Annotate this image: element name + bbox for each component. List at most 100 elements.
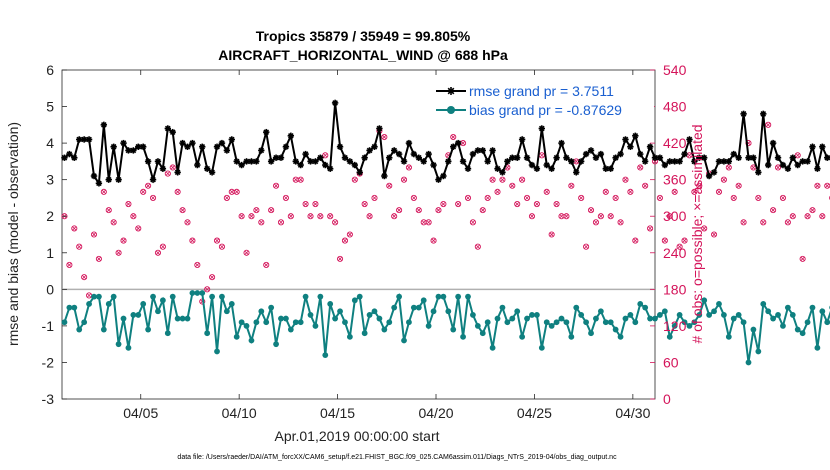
obs-possible-point bbox=[484, 194, 491, 201]
obs-assimilated-point bbox=[273, 183, 279, 188]
rmse-point-stroke bbox=[411, 151, 417, 157]
rmse-point-stroke bbox=[194, 162, 201, 168]
obs-assimilated-stroke bbox=[121, 238, 126, 243]
bias-point bbox=[470, 312, 476, 318]
obs-assimilated-point bbox=[549, 232, 554, 237]
obs-assimilated-stroke bbox=[288, 214, 293, 219]
obs-assimilated-point bbox=[480, 208, 485, 213]
obs-assimilated-point bbox=[155, 250, 161, 255]
obs-assimilated-stroke bbox=[234, 189, 239, 194]
rmse-point bbox=[819, 143, 826, 150]
rmse-point-stroke bbox=[794, 162, 801, 168]
obs-possible-point bbox=[307, 213, 314, 220]
rmse-point-stroke bbox=[711, 169, 717, 176]
bias-point bbox=[199, 290, 206, 296]
obs-assimilated-point bbox=[165, 171, 170, 176]
rmse-point bbox=[415, 154, 422, 161]
rmse-point bbox=[238, 161, 245, 169]
obs-possible-point bbox=[479, 207, 486, 214]
bias-point bbox=[164, 330, 171, 337]
rmse-point-stroke bbox=[302, 151, 309, 157]
obs-assimilated-stroke bbox=[111, 220, 116, 225]
obs-assimilated-point bbox=[721, 177, 726, 182]
obs-assimilated-stroke bbox=[456, 201, 461, 207]
rmse-point-stroke bbox=[598, 151, 604, 157]
obs-assimilated-stroke bbox=[800, 256, 805, 261]
rmse-point-stroke bbox=[317, 154, 324, 161]
y-right-tick-label: 120 bbox=[663, 318, 687, 334]
obs-assimilated-point bbox=[126, 201, 131, 207]
rmse-point bbox=[464, 165, 472, 172]
bias-point bbox=[637, 301, 644, 307]
rmse-point-stroke bbox=[775, 154, 781, 161]
obs-assimilated-stroke bbox=[608, 214, 613, 219]
obs-assimilated-stroke bbox=[692, 189, 697, 194]
bias-point bbox=[278, 315, 284, 322]
rmse-point bbox=[194, 161, 201, 169]
obs-assimilated-point bbox=[323, 153, 328, 158]
obs-assimilated-point bbox=[382, 134, 387, 140]
rmse-point bbox=[341, 154, 349, 161]
bias-point bbox=[627, 312, 634, 318]
obs-assimilated-point bbox=[652, 159, 658, 164]
bias-point bbox=[292, 319, 299, 326]
rmse-point-stroke bbox=[253, 158, 260, 165]
obs-assimilated-point bbox=[815, 183, 820, 188]
bias-point bbox=[681, 319, 688, 326]
y-right-tick-label: 240 bbox=[663, 245, 687, 261]
rmse-point bbox=[686, 136, 693, 143]
obs-possible-point bbox=[248, 213, 255, 220]
bias-point bbox=[583, 319, 589, 326]
bias-point bbox=[770, 315, 777, 322]
rmse-point-stroke bbox=[553, 154, 560, 161]
bias-point bbox=[302, 293, 309, 300]
obs-possible-point bbox=[568, 182, 575, 189]
bias-point bbox=[415, 304, 422, 311]
obs-assimilated-point bbox=[579, 195, 584, 201]
rmse-point bbox=[779, 161, 787, 169]
rmse-point-stroke bbox=[366, 147, 373, 154]
obs-possible-point bbox=[277, 219, 285, 226]
bias-point bbox=[66, 304, 73, 311]
rmse-point-stroke bbox=[386, 154, 393, 161]
bias-point bbox=[140, 301, 147, 307]
rmse-point-stroke bbox=[140, 143, 147, 150]
rmse-point bbox=[666, 158, 673, 165]
rmse-point bbox=[425, 150, 432, 158]
obs-possible-point bbox=[105, 207, 112, 214]
obs-assimilated-point bbox=[608, 214, 613, 219]
obs-possible-point bbox=[361, 200, 368, 208]
bias-point bbox=[440, 293, 447, 300]
bias-point bbox=[612, 326, 619, 333]
rmse-point bbox=[213, 143, 221, 150]
bias-point bbox=[445, 308, 452, 315]
bias-point bbox=[696, 312, 703, 318]
bias-point bbox=[775, 312, 781, 318]
rmse-point bbox=[563, 154, 570, 161]
obs-assimilated-stroke bbox=[210, 275, 215, 280]
obs-assimilated-point bbox=[352, 177, 357, 182]
obs-possible-point bbox=[194, 261, 201, 269]
obs-possible-point bbox=[425, 219, 432, 226]
obs-assimilated-point bbox=[106, 208, 111, 213]
rmse-point-stroke bbox=[425, 151, 432, 157]
y-axis-label-left: rmse and bias (model - observation) bbox=[5, 122, 21, 346]
obs-assimilated-point bbox=[451, 134, 456, 140]
rmse-point-stroke bbox=[725, 158, 732, 165]
rmse-point bbox=[287, 132, 295, 139]
rmse-point-stroke bbox=[258, 147, 265, 154]
rmse-point-stroke bbox=[671, 158, 678, 165]
obs-possible-point bbox=[656, 194, 663, 201]
obs-assimilated-stroke bbox=[82, 275, 87, 280]
rmse-point-stroke bbox=[292, 158, 299, 165]
y-right-tick-label: 300 bbox=[663, 208, 687, 224]
obs-assimilated-stroke bbox=[795, 153, 800, 158]
bias-point bbox=[558, 315, 565, 322]
bias-point bbox=[356, 293, 363, 300]
obs-possible-point bbox=[435, 207, 442, 214]
obs-assimilated-point bbox=[647, 226, 653, 231]
obs-assimilated-stroke bbox=[510, 183, 515, 188]
rmse-point bbox=[386, 154, 393, 161]
rmse-point bbox=[144, 158, 152, 165]
bias-point bbox=[494, 315, 501, 322]
